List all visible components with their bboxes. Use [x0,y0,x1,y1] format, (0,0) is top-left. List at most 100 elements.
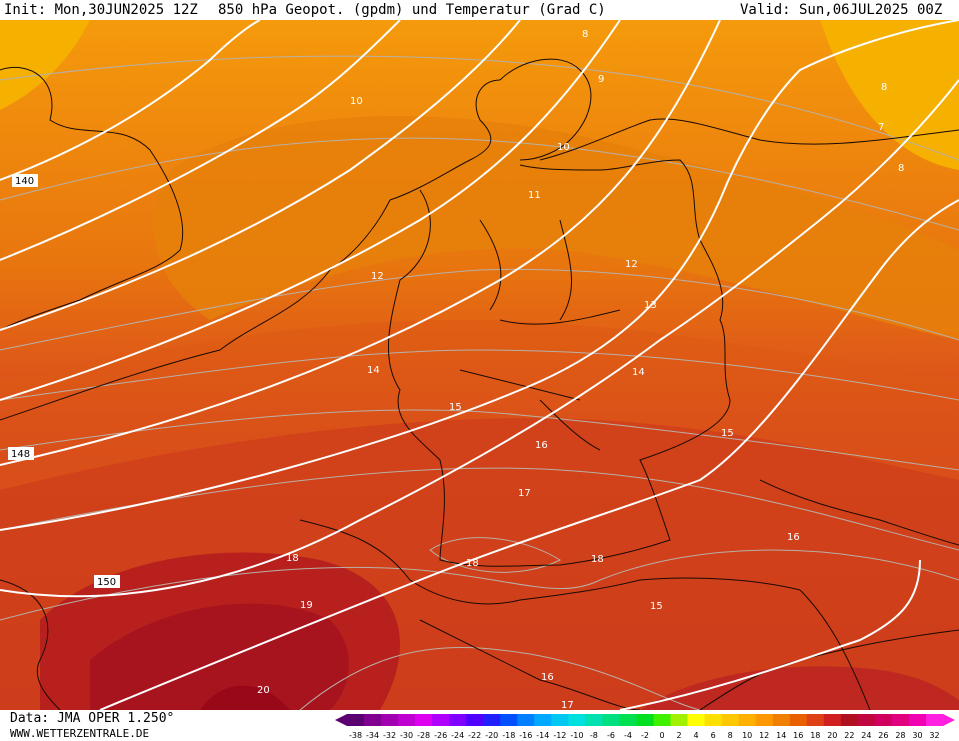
legend-tick-label: 30 [912,731,922,740]
legend-swatch [721,714,740,726]
alps-border [299,519,801,605]
legend-tick-label: 8 [728,731,733,740]
legend-tick-label: 20 [827,731,837,740]
legend-swatch [772,714,791,726]
legend-swatch [908,714,927,726]
legend-tick-label: -12 [553,731,566,740]
legend-tick-label: -8 [590,731,598,740]
legend-swatch [789,714,808,726]
legend-swatch [738,714,757,726]
legend-tick-label: -20 [485,731,498,740]
temp-label: 8 [582,29,588,40]
temp-label: 8 [881,82,887,93]
geopot-label: 140 [15,176,34,187]
legend-tick-label: -32 [383,731,396,740]
legend-tick-label: -38 [349,731,362,740]
temp-label: 16 [535,440,548,451]
legend-swatch [585,714,603,726]
temp-label: 18 [286,553,299,564]
map-title: 850 hPa Geopot. (gpdm) und Temperatur (G… [218,2,606,18]
legend-tick-label: -18 [502,731,515,740]
legend-swatch [364,714,382,726]
legend-tick-label: 6 [711,731,716,740]
legend-swatch [466,714,484,726]
legend-swatch [619,714,637,726]
legend-tick-label: 10 [742,731,752,740]
legend-swatch [687,714,706,726]
legend-tick-label: -14 [536,731,549,740]
temp-label: 11 [528,190,541,201]
legend-swatch [602,714,620,726]
geopot-label: 148 [11,449,30,460]
legend-tick-label: 22 [844,731,854,740]
legend-swatch [636,714,655,726]
website: WWW.WETTERZENTRALE.DE [10,727,150,740]
geopotential-contours [0,20,959,710]
legend-swatch [857,714,876,726]
legend-tick-label: 26 [878,731,888,740]
legend-swatch [568,714,586,726]
temp-band-20 [200,685,290,710]
germany-states [459,219,621,451]
legend-tick-label: -26 [434,731,447,740]
legend-tick-label: -24 [451,731,464,740]
legend-swatch [874,714,893,726]
temp-label: 18 [591,554,604,565]
data-source: Data: JMA OPER 1.250° [10,711,175,726]
valid-time: Valid: Sun,06JUL2025 00Z [740,2,943,18]
temp-label: 10 [557,142,570,153]
legend-swatch [653,714,672,726]
temp-label: 9 [598,74,604,85]
legend-tick-label: 2 [677,731,682,740]
legend-swatch [432,714,450,726]
legend-tick-label: 0 [659,731,664,740]
legend-swatch [415,714,433,726]
temp-band-7-west [0,20,90,110]
temp-label: 17 [518,488,531,499]
legend-tick-label: 4 [694,731,699,740]
temp-label: 17 [561,700,574,710]
france-coast [0,199,391,421]
temp-label: 13 [644,300,657,311]
balkans-border [759,479,959,710]
legend-tick-label: -16 [519,731,532,740]
legend-swatch [517,714,535,726]
temperature-contours [0,55,959,710]
legend-tick-label: 24 [861,731,871,740]
temp-label: 10 [350,96,363,107]
temp-band-18-east [640,666,959,710]
temp-label: 18 [466,558,479,569]
temp-label: 20 [257,685,270,696]
legend-tick-label: -22 [468,731,481,740]
temperature-labels: 7 8 8 8 9 10 10 11 12 12 13 14 14 15 15 … [257,29,904,710]
legend-tick-label: -10 [570,731,583,740]
temp-band-19 [90,603,349,710]
geopotential-labels: 140 148 150 [8,174,120,588]
legend-tick-label: -30 [400,731,413,740]
temp-label: 12 [625,259,638,270]
init-time: Init: Mon,30JUN2025 12Z [4,2,198,18]
legend-tick-label: -6 [607,731,615,740]
legend-tick-label: -28 [417,731,430,740]
legend-tick-label: -4 [624,731,632,740]
legend-swatch [840,714,859,726]
geopot-label: 150 [97,577,116,588]
legend-swatch [806,714,825,726]
legend-swatch [670,714,689,726]
temp-band-7 [820,20,959,170]
legend-swatch [534,714,552,726]
legend-swatch [381,714,399,726]
temp-label: 16 [541,672,554,683]
temp-label: 14 [367,365,380,376]
temp-label: 15 [721,428,734,439]
legend-tick-label: 32 [929,731,939,740]
legend-swatch [925,714,944,726]
denmark-coast [499,58,592,161]
legend-tick-label: 12 [759,731,769,740]
legend-tick-label: 14 [776,731,786,740]
temp-label: 15 [650,601,663,612]
legend-tick-label: 18 [810,731,820,740]
legend-swatch [483,714,501,726]
netherlands-coast [389,79,501,201]
italy-coast [419,619,641,710]
